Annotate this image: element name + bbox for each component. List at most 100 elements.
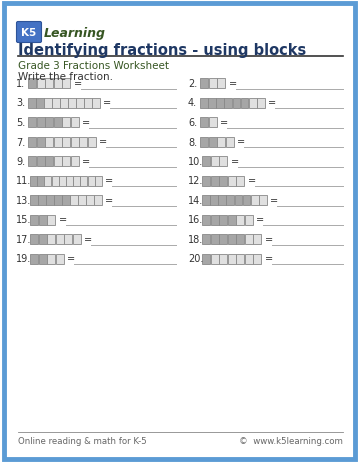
Text: 16.: 16.: [188, 215, 203, 225]
Bar: [45, 118, 53, 128]
Bar: [219, 156, 227, 167]
Text: 3.: 3.: [16, 98, 25, 108]
Bar: [236, 176, 244, 186]
Bar: [62, 195, 70, 206]
Bar: [28, 156, 36, 167]
Text: 2.: 2.: [188, 79, 197, 89]
Bar: [228, 254, 236, 264]
Bar: [45, 176, 51, 186]
Text: =: =: [59, 215, 67, 225]
Bar: [251, 195, 258, 206]
Bar: [62, 79, 70, 89]
Text: 6.: 6.: [188, 118, 197, 128]
Text: 5.: 5.: [16, 118, 25, 128]
Text: =: =: [105, 195, 113, 206]
Text: =: =: [237, 137, 245, 147]
Bar: [70, 118, 79, 128]
Bar: [88, 137, 96, 147]
Text: =: =: [230, 156, 239, 167]
Text: =: =: [228, 79, 237, 89]
Text: =: =: [103, 98, 111, 108]
Text: =: =: [105, 176, 113, 186]
Bar: [30, 215, 38, 225]
Bar: [227, 195, 234, 206]
Text: =: =: [82, 118, 90, 128]
Bar: [210, 254, 219, 264]
Bar: [52, 176, 59, 186]
Bar: [70, 156, 79, 167]
Bar: [219, 215, 227, 225]
Bar: [62, 137, 70, 147]
Bar: [28, 98, 36, 108]
Bar: [217, 137, 225, 147]
Bar: [218, 195, 226, 206]
Bar: [249, 98, 257, 108]
Bar: [253, 254, 261, 264]
Bar: [259, 195, 267, 206]
Text: 20.: 20.: [188, 254, 204, 264]
Text: =: =: [265, 254, 272, 264]
Text: 7.: 7.: [16, 137, 25, 147]
Bar: [47, 254, 55, 264]
Bar: [62, 156, 70, 167]
Text: 19.: 19.: [16, 254, 31, 264]
Bar: [234, 195, 242, 206]
Bar: [200, 118, 208, 128]
Bar: [224, 98, 232, 108]
Text: 12.: 12.: [188, 176, 204, 186]
Bar: [73, 176, 80, 186]
Bar: [37, 137, 45, 147]
Bar: [257, 98, 265, 108]
Text: 17.: 17.: [16, 234, 31, 244]
Bar: [53, 118, 62, 128]
Bar: [241, 98, 248, 108]
Bar: [53, 156, 62, 167]
Bar: [44, 98, 52, 108]
Text: 13.: 13.: [16, 195, 31, 206]
Bar: [228, 234, 236, 244]
Bar: [73, 234, 81, 244]
Bar: [59, 176, 66, 186]
Text: =: =: [84, 234, 92, 244]
Text: 8.: 8.: [188, 137, 197, 147]
Text: 18.: 18.: [188, 234, 203, 244]
Bar: [244, 234, 253, 244]
Bar: [37, 118, 45, 128]
Text: 11.: 11.: [16, 176, 31, 186]
Text: =: =: [265, 234, 272, 244]
Bar: [60, 98, 68, 108]
Text: 10.: 10.: [188, 156, 203, 167]
Bar: [225, 137, 234, 147]
Bar: [47, 234, 55, 244]
Bar: [200, 137, 208, 147]
Bar: [30, 195, 38, 206]
Bar: [94, 195, 102, 206]
Text: =: =: [74, 79, 81, 89]
Bar: [210, 195, 218, 206]
Text: 9.: 9.: [16, 156, 25, 167]
Text: 1.: 1.: [16, 79, 25, 89]
Bar: [66, 176, 73, 186]
FancyBboxPatch shape: [17, 22, 42, 44]
Text: Learning: Learning: [44, 26, 106, 39]
Text: =: =: [270, 195, 278, 206]
Bar: [84, 98, 92, 108]
Text: =: =: [220, 118, 228, 128]
Text: =: =: [247, 176, 256, 186]
Bar: [92, 98, 100, 108]
Bar: [30, 176, 37, 186]
Bar: [37, 79, 45, 89]
Bar: [70, 195, 78, 206]
Bar: [53, 137, 62, 147]
Bar: [228, 215, 236, 225]
Bar: [95, 176, 102, 186]
Bar: [202, 215, 210, 225]
Bar: [30, 254, 38, 264]
Bar: [46, 195, 54, 206]
Bar: [202, 176, 210, 186]
Bar: [233, 98, 240, 108]
Text: =: =: [268, 98, 276, 108]
Bar: [236, 234, 244, 244]
Bar: [56, 234, 64, 244]
Bar: [36, 98, 44, 108]
